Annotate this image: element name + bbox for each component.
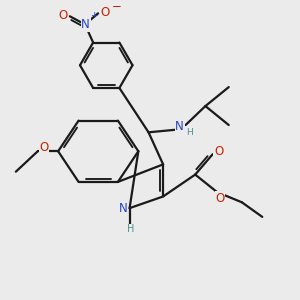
Text: O: O	[101, 6, 110, 19]
Text: H: H	[128, 224, 135, 234]
Text: N: N	[81, 18, 90, 31]
Text: N: N	[119, 202, 128, 214]
Text: H: H	[186, 128, 193, 137]
Text: −: −	[112, 0, 122, 14]
Text: N: N	[176, 120, 184, 133]
Text: O: O	[215, 192, 225, 205]
Text: +: +	[90, 11, 98, 20]
Text: O: O	[214, 145, 223, 158]
Text: O: O	[40, 141, 49, 154]
Text: O: O	[58, 9, 67, 22]
